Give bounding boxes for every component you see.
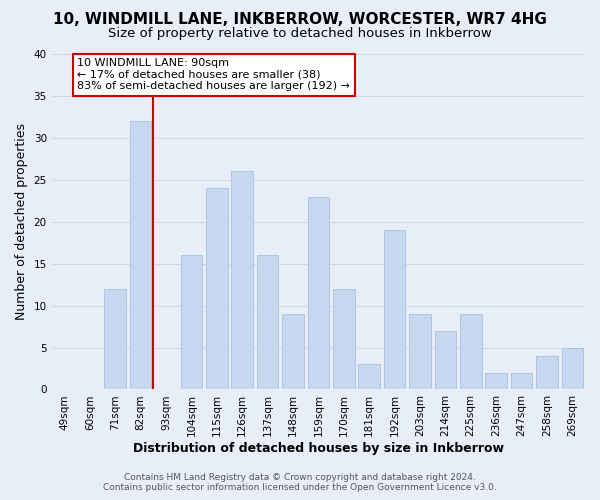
Bar xyxy=(485,372,507,390)
Bar xyxy=(511,372,532,390)
Bar xyxy=(536,356,557,390)
Bar xyxy=(434,331,456,390)
Bar xyxy=(206,188,227,390)
Bar xyxy=(282,314,304,390)
Bar xyxy=(409,314,431,390)
Text: 10, WINDMILL LANE, INKBERROW, WORCESTER, WR7 4HG: 10, WINDMILL LANE, INKBERROW, WORCESTER,… xyxy=(53,12,547,28)
Bar xyxy=(130,121,151,390)
X-axis label: Distribution of detached houses by size in Inkberrow: Distribution of detached houses by size … xyxy=(133,442,504,455)
Bar xyxy=(181,256,202,390)
Text: 10 WINDMILL LANE: 90sqm
← 17% of detached houses are smaller (38)
83% of semi-de: 10 WINDMILL LANE: 90sqm ← 17% of detache… xyxy=(77,58,350,92)
Y-axis label: Number of detached properties: Number of detached properties xyxy=(15,123,28,320)
Bar xyxy=(104,289,126,390)
Bar xyxy=(257,256,278,390)
Bar xyxy=(232,172,253,390)
Bar xyxy=(384,230,406,390)
Bar xyxy=(460,314,482,390)
Bar xyxy=(562,348,583,390)
Text: Contains HM Land Registry data © Crown copyright and database right 2024.
Contai: Contains HM Land Registry data © Crown c… xyxy=(103,473,497,492)
Bar xyxy=(358,364,380,390)
Bar xyxy=(308,196,329,390)
Bar xyxy=(333,289,355,390)
Text: Size of property relative to detached houses in Inkberrow: Size of property relative to detached ho… xyxy=(108,28,492,40)
